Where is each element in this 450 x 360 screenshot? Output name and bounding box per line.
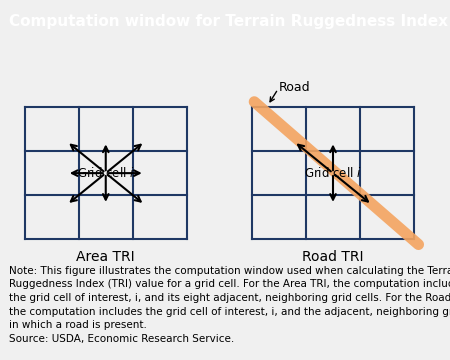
Text: Grid cell $i$: Grid cell $i$ bbox=[304, 166, 362, 180]
Text: Computation window for Terrain Ruggedness Index values: Computation window for Terrain Ruggednes… bbox=[9, 14, 450, 29]
Text: Note: This figure illustrates the computation window used when calculating the T: Note: This figure illustrates the comput… bbox=[9, 266, 450, 344]
Text: Grid cell $i$: Grid cell $i$ bbox=[77, 166, 135, 180]
Text: Road TRI: Road TRI bbox=[302, 250, 364, 264]
Text: Road: Road bbox=[279, 81, 310, 94]
Text: Area TRI: Area TRI bbox=[76, 250, 135, 264]
